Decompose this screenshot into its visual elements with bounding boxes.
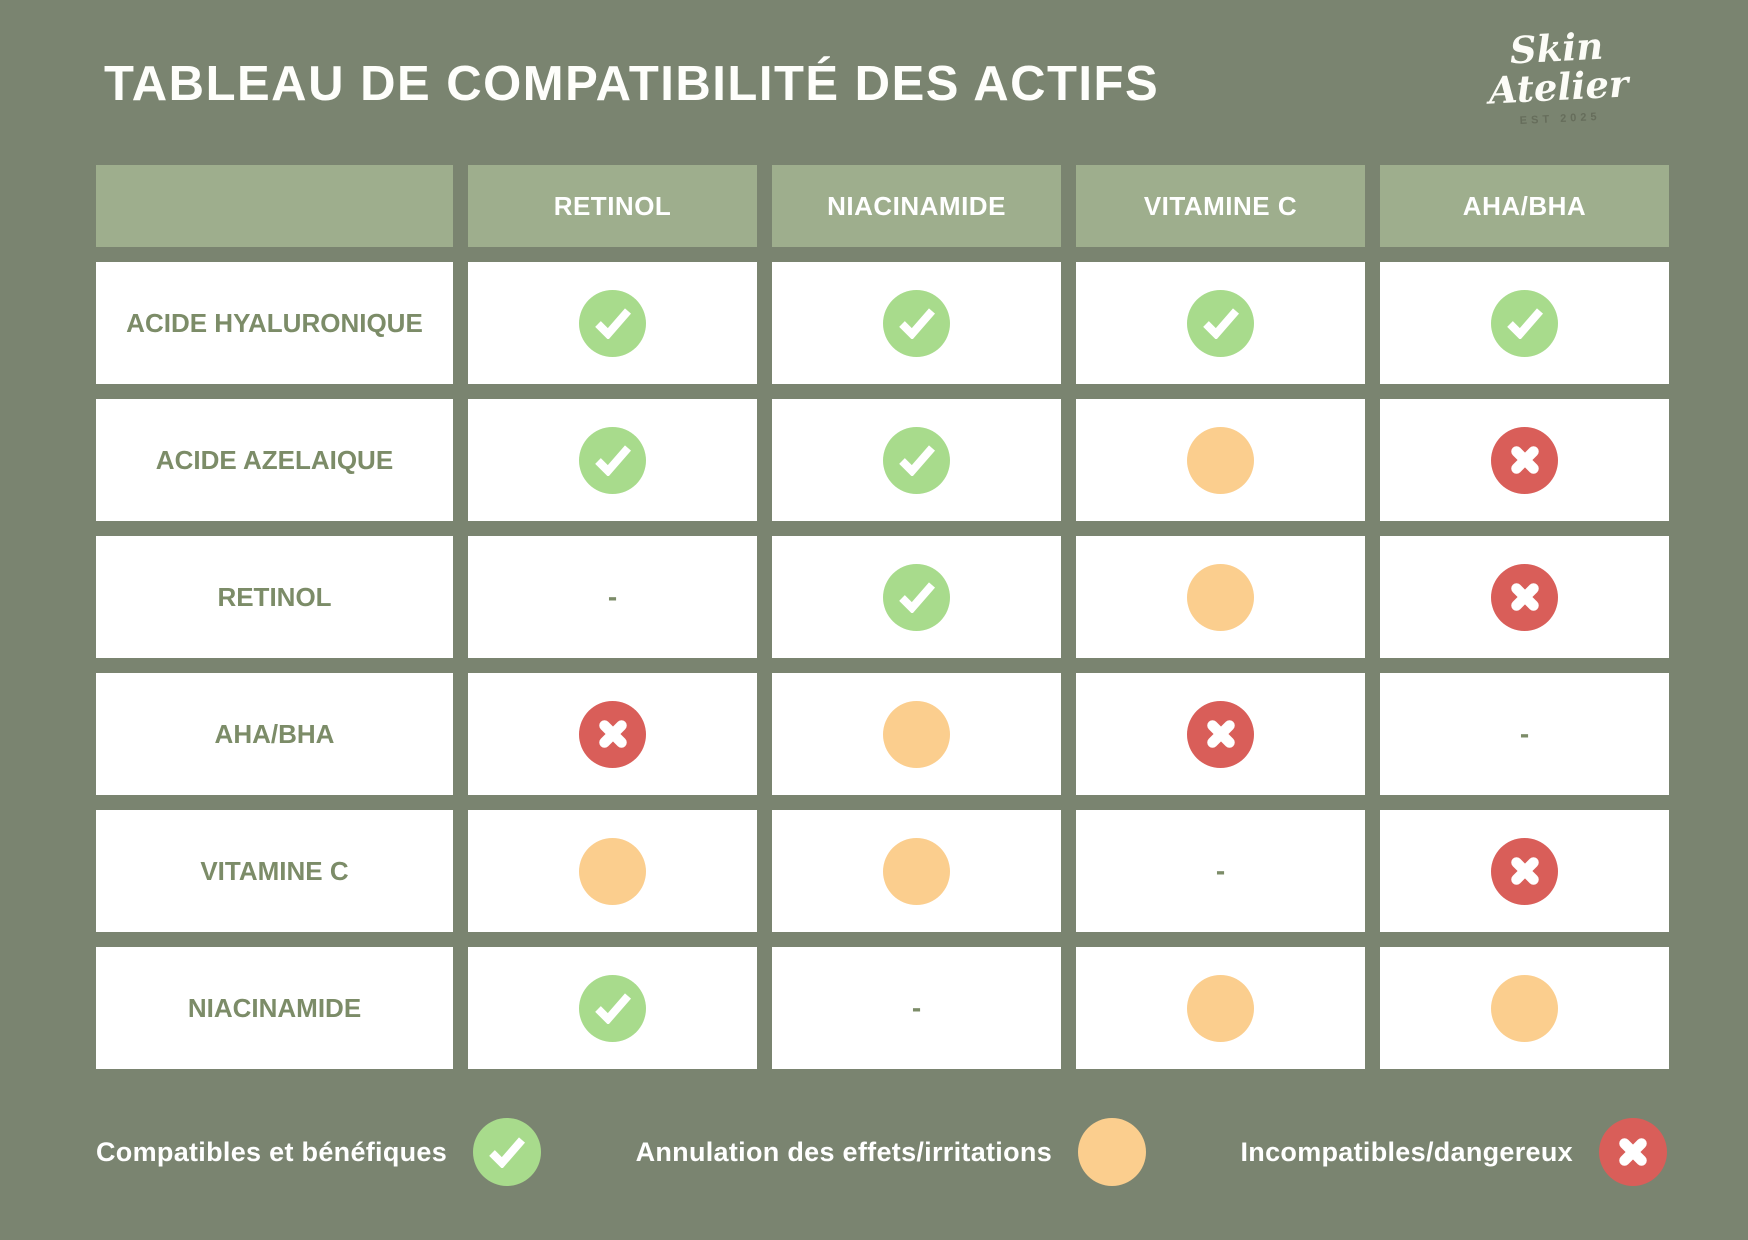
cross-icon (1187, 700, 1254, 768)
warning-dot-icon (883, 700, 950, 768)
cross-icon (1598, 1118, 1667, 1186)
warning-dot-icon (1187, 426, 1254, 494)
column-header-niacinamide: NIACINAMIDE (772, 165, 1061, 247)
check-icon (579, 289, 646, 357)
cross-icon (1491, 426, 1558, 494)
legend-item-caution: Annulation des effets/irritations (635, 1118, 1147, 1186)
check-icon (579, 974, 646, 1042)
row-header-niacinamide: NIACINAMIDE (96, 947, 453, 1069)
cell-niacinamide-retinol (468, 947, 757, 1069)
column-header-vitamine-c: VITAMINE C (1076, 165, 1365, 247)
row-header-vitamine-c: VITAMINE C (96, 810, 453, 932)
table-corner-cell (96, 165, 453, 247)
row-header-retinol: RETINOL (96, 536, 453, 658)
cell-niacinamide-niacinamide: - (772, 947, 1061, 1069)
warning-dot-icon (1187, 563, 1254, 631)
dash-text: - (607, 581, 618, 612)
cell-retinol-retinol: - (468, 536, 757, 658)
cell-vitamine-c-niacinamide (772, 810, 1061, 932)
check-icon (883, 426, 950, 494)
cell-acide-hyaluronique-niacinamide (772, 262, 1061, 384)
dash-text: - (911, 992, 922, 1023)
warning-dot-icon (579, 837, 646, 905)
cell-vitamine-c-aha-bha (1380, 810, 1669, 932)
cross-icon (1491, 837, 1558, 905)
cross-icon (579, 700, 646, 768)
check-icon (1491, 289, 1558, 357)
check-icon (883, 563, 950, 631)
legend-item-compatible: Compatibles et bénéfiques (96, 1118, 542, 1186)
cell-niacinamide-aha-bha (1380, 947, 1669, 1069)
legend-label: Annulation des effets/irritations (635, 1136, 1053, 1167)
cell-niacinamide-vitamine-c (1076, 947, 1365, 1069)
check-icon (473, 1118, 542, 1186)
column-header-retinol: RETINOL (468, 165, 757, 247)
dash-text: - (1519, 718, 1530, 749)
cell-retinol-aha-bha (1380, 536, 1669, 658)
brand-logo: Skin Atelier EST 2025 (1476, 24, 1641, 129)
cell-acide-azelaique-niacinamide (772, 399, 1061, 521)
column-header-aha-bha: AHA/BHA (1380, 165, 1669, 247)
legend-label: Compatibles et bénéfiques (96, 1136, 448, 1167)
warning-dot-icon (1078, 1118, 1147, 1186)
legend: Compatibles et bénéfiques Annulation des … (96, 1106, 1667, 1198)
row-header-acide-hyaluronique: ACIDE HYALURONIQUE (96, 262, 453, 384)
page-title: TABLEAU DE COMPATIBILITÉ DES ACTIFS (104, 57, 1160, 111)
cell-acide-azelaique-vitamine-c (1076, 399, 1365, 521)
cell-acide-azelaique-retinol (468, 399, 757, 521)
cell-acide-hyaluronique-retinol (468, 262, 757, 384)
cell-aha-bha-niacinamide (772, 673, 1061, 795)
check-icon (883, 289, 950, 357)
cell-retinol-vitamine-c (1076, 536, 1365, 658)
row-header-aha-bha: AHA/BHA (96, 673, 453, 795)
cell-vitamine-c-retinol (468, 810, 757, 932)
check-icon (579, 426, 646, 494)
cell-aha-bha-aha-bha: - (1380, 673, 1669, 795)
compatibility-table: RETINOL NIACINAMIDE VITAMINE C AHA/BHA ACIDE… (96, 165, 1669, 1069)
row-header-acide-azelaique: ACIDE AZELAIQUE (96, 399, 453, 521)
check-icon (1187, 289, 1254, 357)
dash-text: - (1215, 855, 1226, 886)
cell-acide-hyaluronique-aha-bha (1380, 262, 1669, 384)
warning-dot-icon (1491, 974, 1558, 1042)
brand-name-atelier: Atelier (1487, 61, 1630, 113)
legend-label: Incompatibles/dangereux (1240, 1136, 1573, 1167)
legend-item-incompatible: Incompatibles/dangereux (1241, 1118, 1667, 1186)
cross-icon (1491, 563, 1558, 631)
cell-acide-hyaluronique-vitamine-c (1076, 262, 1365, 384)
cell-acide-azelaique-aha-bha (1380, 399, 1669, 521)
warning-dot-icon (1187, 974, 1254, 1042)
cell-retinol-niacinamide (772, 536, 1061, 658)
cell-aha-bha-vitamine-c (1076, 673, 1365, 795)
cell-aha-bha-retinol (468, 673, 757, 795)
cell-vitamine-c-vitamine-c: - (1076, 810, 1365, 932)
warning-dot-icon (883, 837, 950, 905)
